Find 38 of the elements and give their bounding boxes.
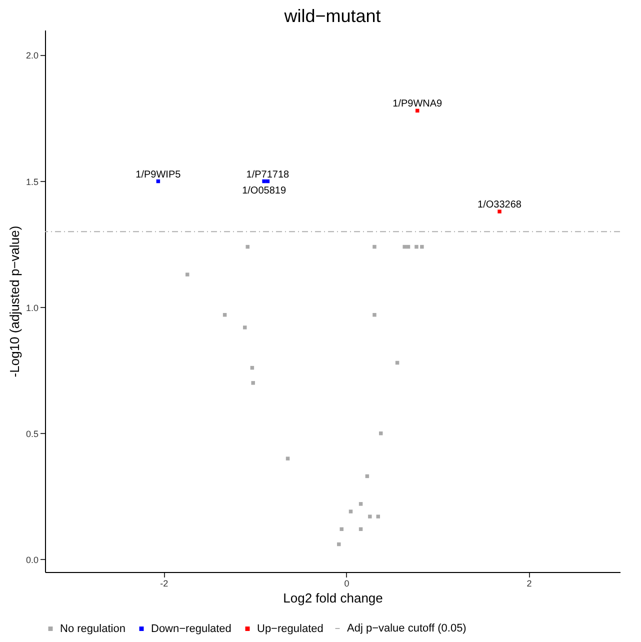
y-axis-title: -Log10 (adjusted p−value) <box>6 226 22 378</box>
point <box>358 502 363 506</box>
point <box>416 108 420 113</box>
x-tick-label: 0 <box>344 578 350 588</box>
point <box>337 542 341 546</box>
legend-label: Adj p−value cutoff (0.05) <box>347 622 466 634</box>
x-tick-label: 2 <box>526 578 532 588</box>
point <box>262 179 266 184</box>
annotation: 1/P9WNA9 <box>392 98 443 110</box>
point <box>251 381 255 385</box>
y-tick-label: 0.5 <box>26 428 38 439</box>
point <box>414 244 418 249</box>
legend-label: No regulation <box>60 622 126 635</box>
annotation: 1/P71718 <box>246 169 290 180</box>
point <box>186 272 190 276</box>
annotation: 1/P9WIP5 <box>136 169 182 180</box>
x-axis-title: Log2 fold change <box>283 590 383 606</box>
point <box>498 210 502 214</box>
point <box>402 244 406 249</box>
point <box>420 244 424 249</box>
annotation: 1/O05819 <box>242 185 286 196</box>
annotation: 1/O33268 <box>478 200 522 211</box>
y-tick-label: 2.0 <box>26 50 38 61</box>
legend-label: Down−regulated <box>151 622 232 635</box>
point <box>372 312 376 317</box>
chart-title: wild−mutant <box>283 6 381 26</box>
point <box>376 514 380 518</box>
y-tick-label: 0.0 <box>26 554 38 565</box>
point <box>286 456 290 460</box>
point <box>372 244 376 249</box>
point <box>348 510 353 514</box>
point <box>246 244 250 249</box>
point <box>243 326 247 330</box>
y-tick-label: 1.5 <box>26 176 38 187</box>
y-tick-label: 1.0 <box>26 302 38 313</box>
x-tick-label: -2 <box>160 578 168 588</box>
point <box>368 514 372 518</box>
legend-label: Up−regulated <box>257 622 324 635</box>
